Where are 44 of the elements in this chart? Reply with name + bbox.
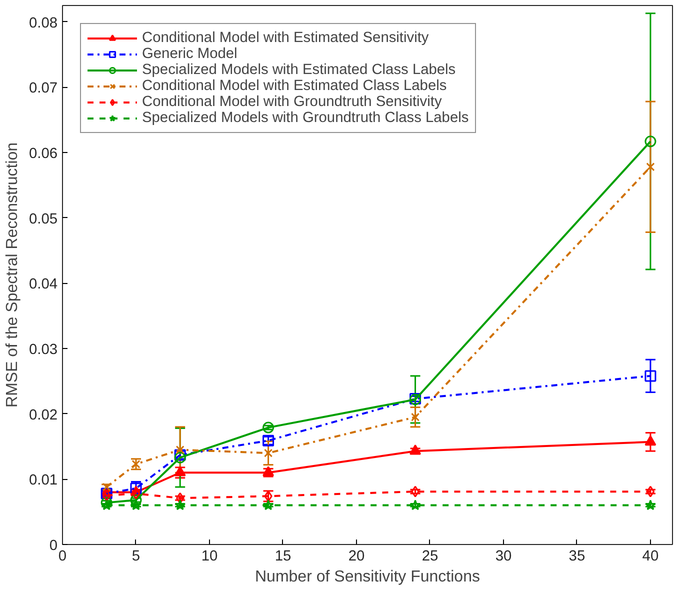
point [101,500,112,510]
legend-label: Specialized Models with Groundtruth Class Labels [142,110,469,126]
point [410,412,420,422]
y-tick-label: 0.03 [28,342,58,358]
point [174,500,186,510]
x-tick-label: 30 [495,548,512,564]
point [262,500,274,510]
point [410,444,422,455]
x-axis-title: Number of Sensitivity Functions [255,568,480,586]
point [264,448,273,458]
legend-label: Specialized Models with Estimated Class Labels [142,62,456,78]
point [410,500,421,510]
y-tick-label: 0 [49,538,58,554]
y-tick-label: 0.05 [28,211,58,228]
point [174,452,186,464]
point [644,500,656,510]
y-tick-label: 0.04 [28,276,58,293]
point [644,136,656,148]
point [646,486,655,498]
x-tick-label: 5 [132,548,140,564]
point [176,445,184,454]
legend-label: Generic Model [142,46,238,62]
x-tick-label: 35 [568,548,586,564]
y-tick-label: 0.08 [28,15,58,32]
y-tick-label: 0.07 [28,80,58,97]
y-tick-label: 0.01 [28,472,58,489]
point [644,435,656,446]
point [176,492,184,504]
x-tick-label: 15 [274,548,292,564]
x-tick-label: 20 [348,548,365,564]
point [646,162,655,172]
x-tick-label: 25 [422,548,438,564]
y-axis-title: RMSE of the Spectral Reconstruction [4,142,21,408]
legend-label: Conditional Model with Estimated Sensitivity [142,30,429,46]
legend-label: Conditional Model with Groundtruth Sensitivity [142,94,442,110]
point [644,370,656,382]
point [174,466,186,476]
x-tick-label: 10 [201,548,218,564]
y-tick-label: 0.02 [28,407,58,424]
point [262,422,274,434]
point [411,486,420,498]
y-tick-label: 0.06 [28,146,58,162]
x-tick-label: 40 [642,548,659,564]
legend-label: Conditional Model with Estimated Class Labels [142,78,447,94]
